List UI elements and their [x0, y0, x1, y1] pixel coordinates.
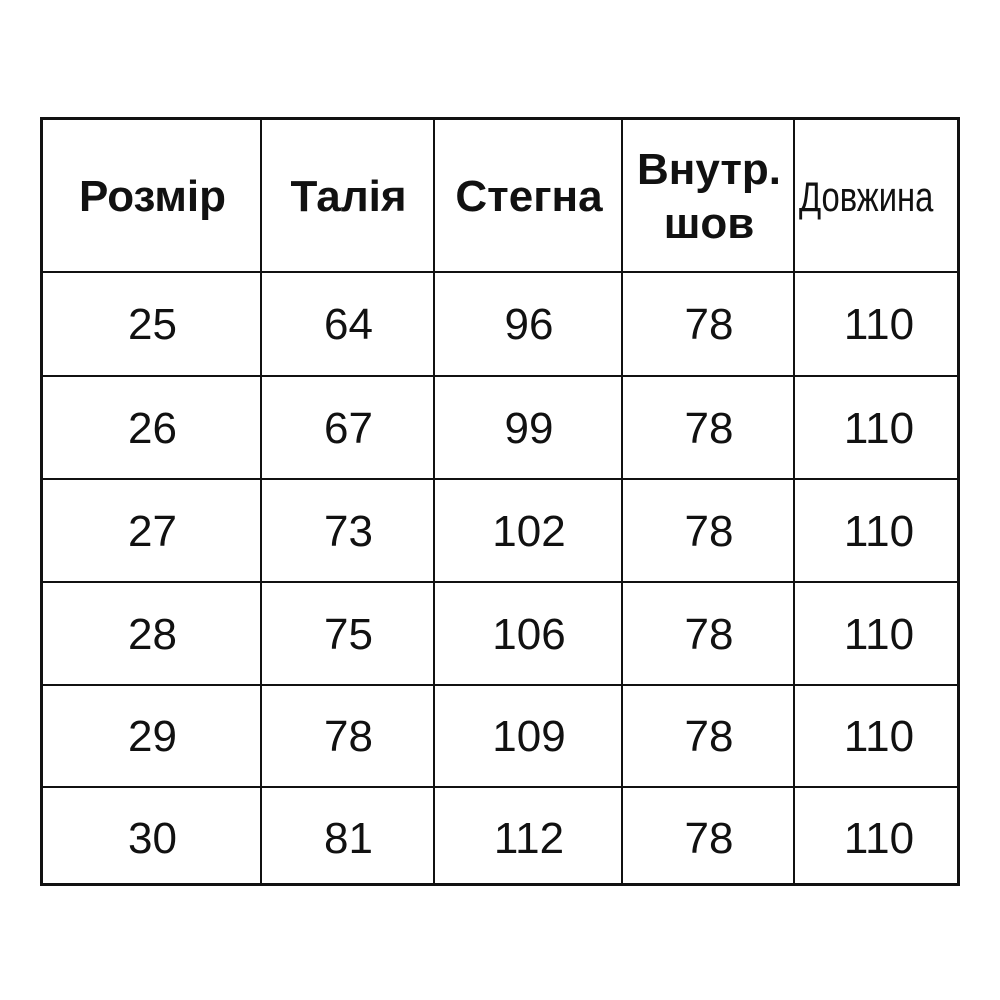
table-cell: 30 — [43, 788, 262, 889]
header-cell-text: Талія — [290, 171, 407, 221]
table-cell-text: 78 — [684, 300, 734, 349]
table-cell-text: 96 — [504, 300, 554, 349]
table-cell-text: 99 — [504, 403, 554, 453]
table-cell: 78 — [623, 583, 795, 686]
header-cell-text: Розмір — [79, 171, 226, 221]
table-cell-text: 78 — [684, 403, 734, 453]
table-cell: 110 — [795, 480, 963, 583]
column-divider — [260, 120, 262, 883]
table-cell-text: 110 — [843, 813, 915, 863]
column-divider — [621, 120, 623, 883]
table-cell: 99 — [435, 377, 623, 480]
table-cell-text: 78 — [324, 712, 373, 761]
table-cell: 25 — [43, 273, 262, 377]
table-cell-text: 78 — [684, 712, 734, 761]
table-cell: 112 — [435, 788, 623, 889]
row-divider — [43, 684, 957, 686]
table-cell: 109 — [435, 686, 623, 788]
table-cell-text: 110 — [843, 403, 915, 453]
row-divider — [43, 786, 957, 788]
table-cell-text: 73 — [324, 506, 373, 556]
table-cell-text: 29 — [128, 712, 177, 761]
table-cell: 110 — [795, 686, 963, 788]
table-cell-text: 75 — [324, 609, 373, 659]
column-divider — [793, 120, 795, 883]
table-cell: 26 — [43, 377, 262, 480]
table-cell: 78 — [262, 686, 435, 788]
table-cell-text: 67 — [324, 403, 373, 453]
table-cell: 81 — [262, 788, 435, 889]
table-cell: 27 — [43, 480, 262, 583]
table-cell-text: 26 — [128, 403, 177, 453]
table-cell: 110 — [795, 583, 963, 686]
row-divider — [43, 478, 957, 480]
header-cell-text: Стегна — [455, 171, 603, 221]
table-cell-text: 64 — [324, 300, 373, 349]
table-cell-text: 110 — [843, 300, 915, 349]
column-divider — [433, 120, 435, 883]
table-cell-text: 78 — [684, 609, 734, 659]
table-cell: 110 — [795, 273, 963, 377]
header-cell: Стегна — [435, 120, 623, 273]
table-cell: 110 — [795, 788, 963, 889]
table-cell-text: 78 — [684, 506, 734, 556]
table-cell-text: 81 — [324, 813, 373, 863]
table-cell-text: 109 — [492, 712, 566, 761]
table-cell: 75 — [262, 583, 435, 686]
table-cell: 78 — [623, 273, 795, 377]
table-cell: 96 — [435, 273, 623, 377]
header-cell: Талія — [262, 120, 435, 273]
table-cell-text: 27 — [128, 506, 177, 556]
header-cell-text: Внутр. шов — [636, 144, 781, 248]
table-cell-text: 30 — [128, 813, 177, 863]
table-cell: 102 — [435, 480, 623, 583]
table-cell-text: 28 — [128, 609, 177, 659]
table-cell-text: 78 — [684, 813, 734, 863]
table-cell-text: 106 — [492, 609, 566, 659]
table-cell-text: 25 — [128, 300, 177, 349]
table-cell: 78 — [623, 788, 795, 889]
table-cell: 78 — [623, 686, 795, 788]
table-cell: 106 — [435, 583, 623, 686]
table-cell: 110 — [795, 377, 963, 480]
table-cell-text: 102 — [492, 506, 566, 556]
header-cell: Довжина — [795, 120, 963, 273]
table-cell-text: 110 — [843, 609, 915, 659]
table-cell: 67 — [262, 377, 435, 480]
header-cell-text: Довжина — [799, 172, 934, 220]
table-cell: 29 — [43, 686, 262, 788]
table-cell: 28 — [43, 583, 262, 686]
table-cell: 64 — [262, 273, 435, 377]
row-divider — [43, 581, 957, 583]
table-cell-text: 110 — [843, 506, 915, 556]
row-divider — [43, 271, 957, 273]
header-cell: Розмір — [43, 120, 262, 273]
row-divider — [43, 375, 957, 377]
table-cell-text: 110 — [843, 712, 915, 761]
table-cell: 73 — [262, 480, 435, 583]
header-cell: Внутр. шов — [623, 120, 795, 273]
table-cell-text: 112 — [493, 813, 565, 863]
table-cell: 78 — [623, 480, 795, 583]
table-cell: 78 — [623, 377, 795, 480]
size-table: Розмір Талія Стегна Внутр. шов Довжина 25 64 96… — [40, 117, 960, 886]
